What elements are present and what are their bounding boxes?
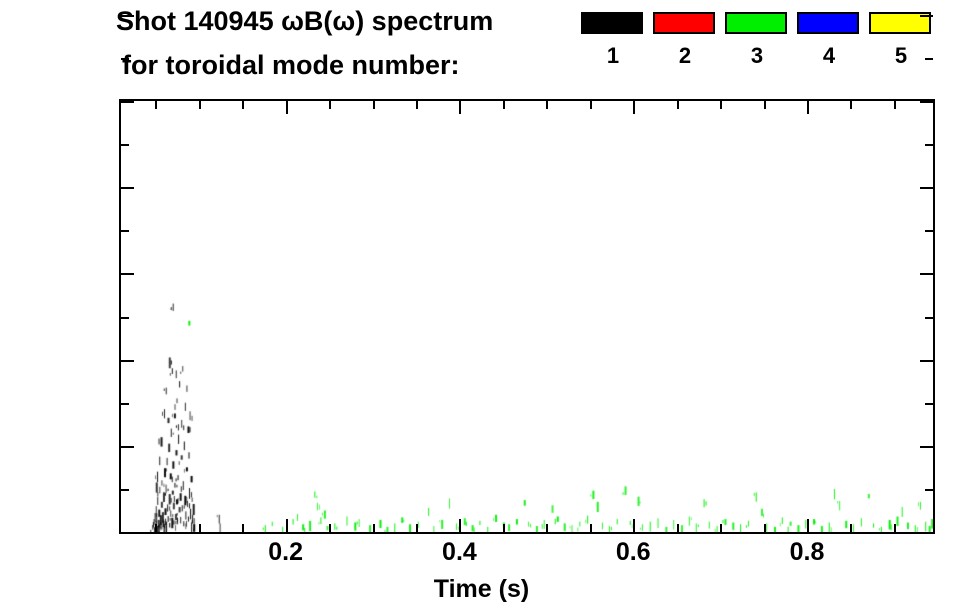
axis-tick: [415, 524, 418, 532]
axis-tick: [920, 359, 933, 362]
axis-tick: [893, 524, 896, 532]
axis-tick: [459, 101, 462, 114]
plot-area: [119, 14, 935, 534]
axis-tick: [285, 519, 288, 532]
axis-tick: [720, 101, 723, 109]
axis-tick: [676, 101, 679, 109]
axis-tick: [850, 101, 853, 109]
axis-tick: [546, 524, 549, 532]
axis-tick: [763, 101, 766, 109]
axis-tick: [121, 488, 129, 491]
x-axis-tick-labels: 0.2 0.4 0.6 0.8: [0, 540, 963, 580]
axis-tick: [546, 101, 549, 109]
axis-tick: [920, 445, 933, 448]
legend-item-4: 4: [797, 12, 861, 67]
x-tick-label-0.6: 0.6: [615, 538, 651, 566]
axis-tick: [920, 101, 933, 103]
legend-item-2: 2: [653, 12, 717, 67]
legend-swatch-3: [725, 12, 787, 34]
x-tick-label-0.8: 0.8: [789, 538, 825, 566]
axis-tick: [415, 101, 418, 109]
axis-tick: [372, 101, 375, 109]
legend-item-3: 3: [725, 12, 789, 67]
axis-tick: [121, 316, 129, 319]
axis-tick: [121, 101, 134, 103]
axis-tick: [925, 316, 933, 319]
legend-label-2: 2: [678, 43, 692, 68]
axis-tick: [329, 101, 332, 109]
axis-tick: [925, 402, 933, 405]
x-axis-label: Time (s): [433, 575, 530, 603]
axis-tick: [720, 524, 723, 532]
axis-tick: [198, 524, 201, 532]
axis-tick: [589, 101, 592, 109]
plot-title-line-1: Shot 140945 ωB(ω) spectrum: [116, 6, 494, 36]
axis-tick: [807, 519, 809, 532]
axis-tick: [121, 14, 134, 17]
axis-tick: [121, 187, 134, 190]
legend-swatch-2: [653, 12, 715, 34]
axis-tick: [807, 101, 809, 114]
axis-tick: [121, 144, 129, 147]
axis-tick: [920, 187, 933, 190]
plot-title-line-2: for toroidal mode number:: [122, 50, 460, 80]
axis-tick: [121, 445, 134, 448]
axis-tick: [329, 524, 332, 532]
axis-tick: [459, 519, 462, 532]
legend-label-3: 3: [750, 43, 764, 68]
axis-tick: [502, 101, 505, 109]
axis-tick: [633, 101, 636, 114]
legend-item-5: 5: [869, 12, 933, 67]
legend-swatch-4: [797, 12, 859, 34]
legend-swatch-5: [869, 12, 931, 34]
axis-tick: [121, 230, 129, 233]
axis-tick: [763, 524, 766, 532]
axis-tick: [121, 402, 129, 405]
axis-tick: [372, 524, 375, 532]
axis-tick: [925, 144, 933, 147]
spectrum-data-canvas: [121, 101, 933, 532]
axis-tick: [925, 488, 933, 491]
legend-item-1: 1: [581, 12, 645, 67]
axis-tick: [925, 230, 933, 233]
axis-tick: [920, 14, 933, 17]
axis-tick: [502, 524, 505, 532]
axis-tick: [633, 519, 636, 532]
axis-tick: [121, 57, 129, 60]
axis-tick: [925, 57, 933, 60]
axis-tick: [676, 524, 679, 532]
x-tick-label-0.4: 0.4: [442, 538, 477, 566]
axis-tick: [850, 524, 853, 532]
legend-label-5: 5: [894, 43, 908, 68]
axis-tick: [920, 273, 933, 276]
y-axis-tick-labels: 020406080100: [0, 0, 110, 615]
axis-tick: [155, 524, 158, 532]
axis-tick: [893, 101, 896, 109]
mode-number-legend: 1 2 3 4 5: [581, 12, 941, 88]
legend-label-4: 4: [822, 43, 836, 68]
axis-tick: [121, 359, 134, 362]
axis-tick: [121, 273, 134, 276]
axis-tick: [242, 101, 245, 109]
axis-tick: [242, 524, 245, 532]
axis-tick: [198, 101, 201, 109]
axis-tick: [285, 101, 288, 114]
legend-swatch-1: [581, 12, 643, 34]
axis-tick: [589, 524, 592, 532]
x-tick-label-0.2: 0.2: [268, 538, 304, 566]
legend-label-1: 1: [606, 43, 620, 68]
axis-tick: [155, 101, 158, 109]
